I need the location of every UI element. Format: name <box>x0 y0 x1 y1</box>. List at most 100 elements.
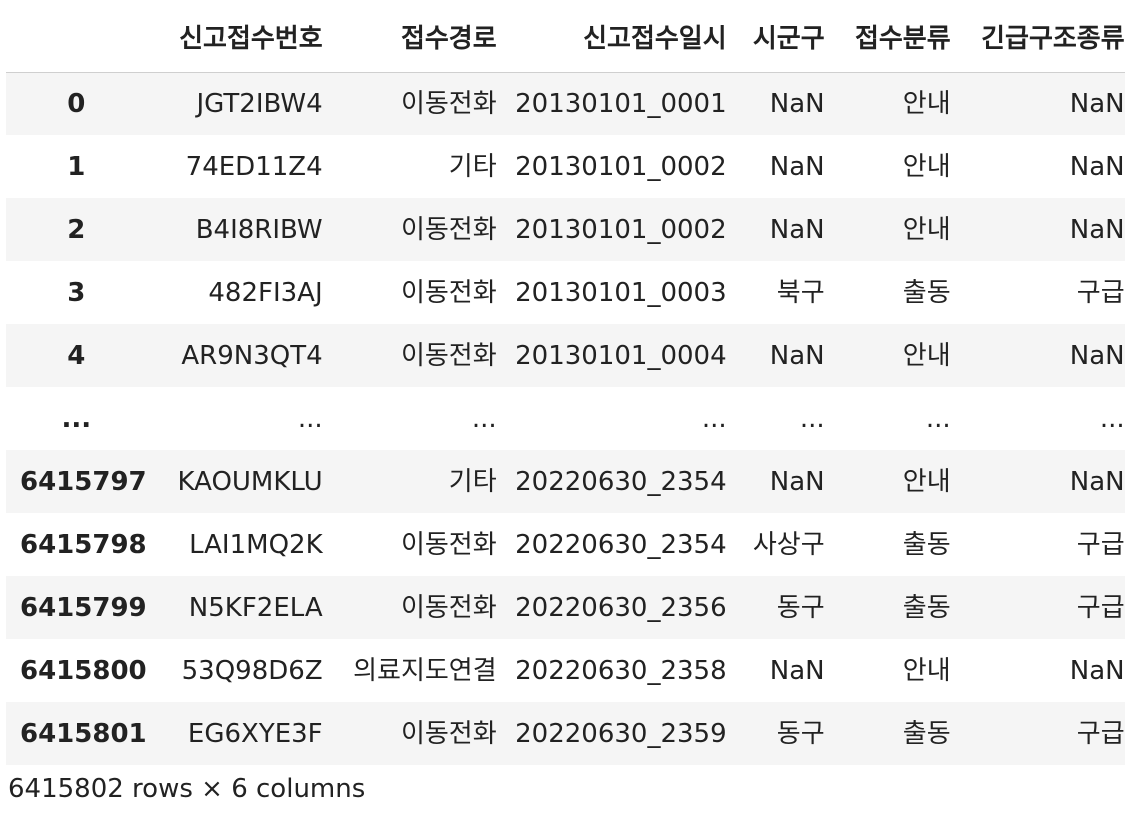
table-cell: 출동 <box>902 718 951 749</box>
table-cell: NaN <box>1069 214 1125 245</box>
dataframe-shape-summary: 6415802 rows × 6 columns <box>8 774 366 804</box>
column-header: 접수경로 <box>400 23 497 54</box>
table-cell: ... <box>925 403 951 434</box>
table-cell: 안내 <box>902 340 951 371</box>
table-cell: 기타 <box>448 466 497 497</box>
table-row: 6415797 KAOUMKLU 기타 20220630_2354 NaN 안내… <box>6 450 1125 513</box>
table-cell: EG6XYE3F <box>187 718 323 749</box>
row-index: 6415800 <box>20 655 147 686</box>
table-cell: NaN <box>769 88 825 119</box>
table-cell: 동구 <box>776 718 825 749</box>
table-cell: ... <box>471 403 497 434</box>
table-cell: 의료지도연결 <box>353 655 497 686</box>
table-body: 0 JGT2IBW4 이동전화 20130101_0001 NaN 안내 NaN… <box>6 72 1125 765</box>
row-index: 2 <box>67 214 86 245</box>
table-cell: 20220630_2354 <box>515 466 727 497</box>
table-header: 신고접수번호 접수경로 신고접수일시 시군구 접수분류 긴급구조종류 <box>6 6 1125 72</box>
table-cell: B4I8RIBW <box>195 214 323 245</box>
table-cell: NaN <box>769 151 825 182</box>
ellipsis-row: ... ... ... ... ... ... ... <box>6 387 1125 450</box>
table-cell: NaN <box>769 466 825 497</box>
row-index: 3 <box>67 277 86 308</box>
table-cell: LAI1MQ2K <box>189 529 323 560</box>
table-cell: NaN <box>1069 340 1125 371</box>
table-cell: 20130101_0003 <box>515 277 727 308</box>
column-header: 접수분류 <box>854 23 951 54</box>
table-cell: AR9N3QT4 <box>181 340 323 371</box>
table-cell: 20130101_0004 <box>515 340 727 371</box>
table-cell: ... <box>799 403 825 434</box>
table-cell: 20220630_2359 <box>515 718 727 749</box>
table-cell: 안내 <box>902 466 951 497</box>
table-cell: 20220630_2358 <box>515 655 727 686</box>
table-row: 0 JGT2IBW4 이동전화 20130101_0001 NaN 안내 NaN <box>6 72 1125 135</box>
table-cell: 이동전화 <box>400 214 497 245</box>
table-cell: NaN <box>1069 151 1125 182</box>
dataframe-table: 신고접수번호 접수경로 신고접수일시 시군구 접수분류 긴급구조종류 0 JGT… <box>6 6 1125 765</box>
table-row: 6415799 N5KF2ELA 이동전화 20220630_2356 동구 출… <box>6 576 1125 639</box>
table-cell: ... <box>1099 403 1125 434</box>
row-index: 6415798 <box>20 529 147 560</box>
row-index: 6415801 <box>20 718 147 749</box>
table-cell: JGT2IBW4 <box>196 88 323 119</box>
table-cell: 구급 <box>1076 718 1125 749</box>
table-cell: NaN <box>1069 88 1125 119</box>
table-cell: 20130101_0001 <box>515 88 727 119</box>
table-cell: ... <box>297 403 323 434</box>
table-cell: 기타 <box>448 151 497 182</box>
table-cell: 출동 <box>902 529 951 560</box>
table-cell: 20220630_2354 <box>515 529 727 560</box>
row-index: 0 <box>67 88 86 119</box>
table-cell: 구급 <box>1076 529 1125 560</box>
table-cell: 동구 <box>776 592 825 623</box>
table-cell: 구급 <box>1076 277 1125 308</box>
table-cell: N5KF2ELA <box>188 592 323 623</box>
table-cell: NaN <box>769 340 825 371</box>
table-cell: 이동전화 <box>400 340 497 371</box>
table-cell: 이동전화 <box>400 88 497 119</box>
table-row: 6415798 LAI1MQ2K 이동전화 20220630_2354 사상구 … <box>6 513 1125 576</box>
column-header: 신고접수번호 <box>179 23 323 54</box>
row-index: 4 <box>67 340 86 371</box>
table-cell: NaN <box>1069 466 1125 497</box>
table-cell: 출동 <box>902 277 951 308</box>
table-cell: KAOUMKLU <box>177 466 323 497</box>
table-cell: 안내 <box>902 88 951 119</box>
table-cell: NaN <box>769 214 825 245</box>
table-cell: 이동전화 <box>400 529 497 560</box>
column-header: 시군구 <box>752 23 825 54</box>
table-row: 6415800 53Q98D6Z 의료지도연결 20220630_2358 Na… <box>6 639 1125 702</box>
column-header: 신고접수일시 <box>583 23 727 54</box>
table-cell: 이동전화 <box>400 277 497 308</box>
table-cell: NaN <box>1069 655 1125 686</box>
table-cell: 이동전화 <box>400 592 497 623</box>
table-cell: 482FI3AJ <box>208 277 323 308</box>
header-row: 신고접수번호 접수경로 신고접수일시 시군구 접수분류 긴급구조종류 <box>6 6 1125 72</box>
table-cell: 북구 <box>776 277 825 308</box>
table-cell: 이동전화 <box>400 718 497 749</box>
row-index: 6415797 <box>20 466 147 497</box>
table-cell: 구급 <box>1076 592 1125 623</box>
table-cell: 53Q98D6Z <box>181 655 323 686</box>
table-cell: 안내 <box>902 151 951 182</box>
row-index: 1 <box>67 151 86 182</box>
table-cell: 74ED11Z4 <box>185 151 323 182</box>
row-index: 6415799 <box>20 592 147 623</box>
table-cell: 20130101_0002 <box>515 214 727 245</box>
table-cell: 출동 <box>902 592 951 623</box>
table-cell: 안내 <box>902 214 951 245</box>
table-row: 1 74ED11Z4 기타 20130101_0002 NaN 안내 NaN <box>6 135 1125 198</box>
index-header <box>6 6 147 72</box>
table-row: 4 AR9N3QT4 이동전화 20130101_0004 NaN 안내 NaN <box>6 324 1125 387</box>
table-cell: 20220630_2356 <box>515 592 727 623</box>
table-cell: 20130101_0002 <box>515 151 727 182</box>
table-row: 6415801 EG6XYE3F 이동전화 20220630_2359 동구 출… <box>6 702 1125 765</box>
table-cell: ... <box>701 403 727 434</box>
table-cell: 사상구 <box>752 529 825 560</box>
table-row: 2 B4I8RIBW 이동전화 20130101_0002 NaN 안내 NaN <box>6 198 1125 261</box>
table-row: 3 482FI3AJ 이동전화 20130101_0003 북구 출동 구급 <box>6 261 1125 324</box>
row-index: ... <box>61 403 92 434</box>
column-header: 긴급구조종류 <box>981 23 1125 54</box>
table-cell: 안내 <box>902 655 951 686</box>
table-cell: NaN <box>769 655 825 686</box>
